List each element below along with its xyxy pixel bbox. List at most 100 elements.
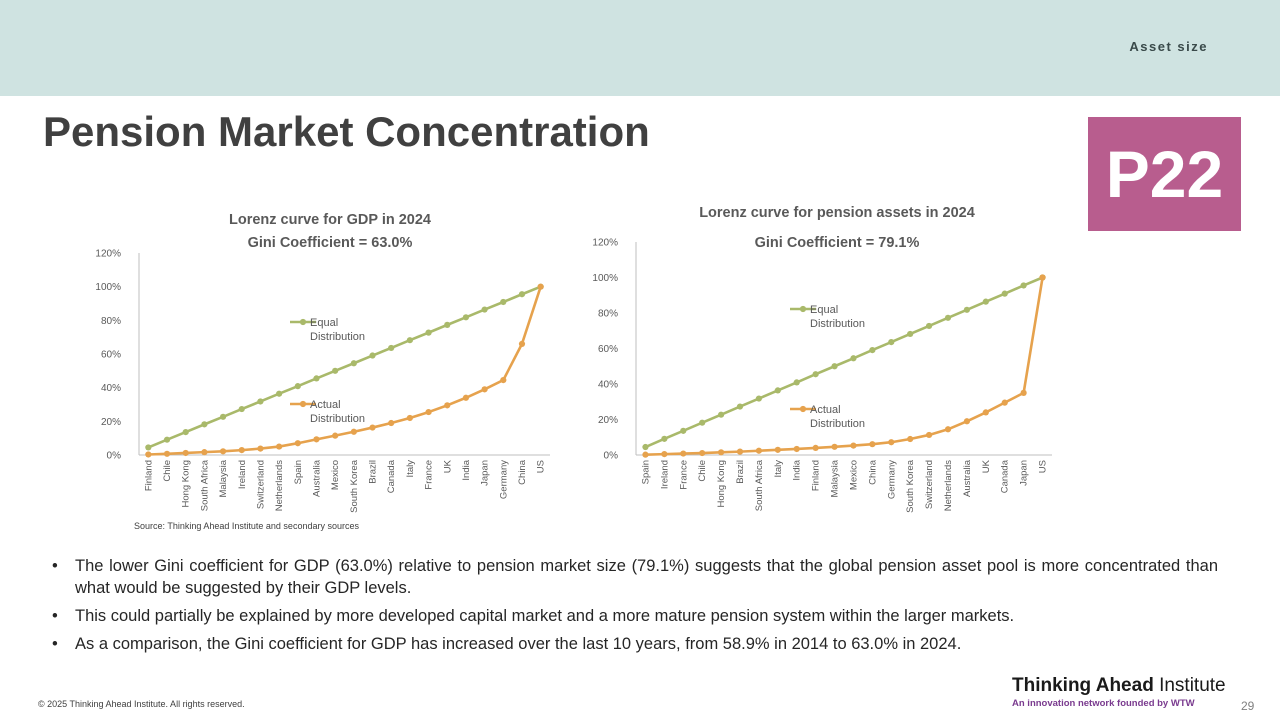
data-point xyxy=(481,386,488,393)
data-point xyxy=(907,330,914,338)
data-point xyxy=(444,321,451,328)
x-category-label: South Korea xyxy=(349,459,360,513)
data-point xyxy=(1001,290,1008,297)
page-title: Pension Market Concentration xyxy=(43,108,650,155)
x-category-label: China xyxy=(867,459,878,485)
y-tick-label: 80% xyxy=(101,316,121,327)
legend-label: Distribution xyxy=(810,418,865,430)
data-point xyxy=(1020,282,1027,289)
data-point xyxy=(1001,399,1008,406)
data-point xyxy=(680,427,687,434)
logo-regular-text: Institute xyxy=(1153,675,1226,696)
data-point xyxy=(369,424,376,431)
data-point xyxy=(350,428,357,435)
x-category-label: South Korea xyxy=(905,459,916,513)
data-point xyxy=(257,398,264,405)
data-point xyxy=(313,436,320,443)
x-category-label: Netherlands xyxy=(943,460,954,511)
data-point xyxy=(736,448,744,455)
x-category-label: Brazil xyxy=(735,460,746,484)
legend-swatch-marker xyxy=(799,305,807,313)
institute-logo: Thinking Ahead Institute An innovation n… xyxy=(1012,675,1226,709)
data-point xyxy=(182,449,189,457)
data-point xyxy=(500,298,507,306)
data-point xyxy=(238,405,245,413)
x-category-label: Brazil xyxy=(368,460,379,484)
data-point xyxy=(869,346,876,354)
data-point xyxy=(850,355,857,362)
data-point xyxy=(699,419,706,426)
data-point xyxy=(444,402,451,409)
data-point xyxy=(661,451,668,458)
data-point xyxy=(717,411,725,418)
data-point xyxy=(537,283,544,290)
bullet-text: This could partially be explained by mor… xyxy=(75,607,1015,625)
data-point xyxy=(350,360,357,367)
y-tick-label: 120% xyxy=(592,238,618,249)
x-category-label: Chile xyxy=(162,460,173,482)
x-category-label: Malaysia xyxy=(218,459,229,497)
data-point xyxy=(462,314,470,321)
data-point xyxy=(642,443,649,451)
legend-label: Distribution xyxy=(310,331,365,343)
x-category-label: Mexico xyxy=(330,460,341,490)
data-point xyxy=(276,390,283,397)
chart-source-note: Source: Thinking Ahead Institute and sec… xyxy=(134,521,359,531)
data-point xyxy=(982,409,989,416)
y-tick-label: 40% xyxy=(598,380,618,391)
x-category-label: UK xyxy=(442,459,453,473)
legend-swatch-marker xyxy=(799,405,807,413)
x-category-label: Australia xyxy=(962,459,973,497)
y-tick-label: 40% xyxy=(101,383,121,394)
x-category-label: Mexico xyxy=(848,460,859,490)
data-point xyxy=(642,451,649,458)
x-category-label: Chile xyxy=(697,460,708,482)
data-point xyxy=(462,394,470,401)
data-point xyxy=(145,451,152,458)
legend-label: Equal xyxy=(310,317,338,329)
x-category-label: US xyxy=(1038,460,1049,473)
data-point xyxy=(163,436,171,443)
data-point xyxy=(888,339,895,346)
data-point xyxy=(257,445,264,452)
data-point xyxy=(182,429,189,436)
data-point xyxy=(774,446,781,453)
bullet-text: The lower Gini coefficient for GDP (63.0… xyxy=(75,557,1218,597)
x-category-label: France xyxy=(424,460,435,490)
x-category-label: Hong Kong xyxy=(181,460,192,508)
bullet-item: • This could partially be explained by mo… xyxy=(48,605,1218,627)
page-code-badge: P22 xyxy=(1088,117,1241,231)
data-point xyxy=(661,435,668,442)
x-category-label: Japan xyxy=(480,460,491,486)
legend-label: Equal xyxy=(810,304,838,316)
data-point xyxy=(944,314,952,321)
x-category-label: Netherlands xyxy=(274,460,285,511)
logo-wordmark: Thinking Ahead Institute xyxy=(1012,675,1226,697)
x-category-label: South Africa xyxy=(199,459,210,511)
bullet-marker: • xyxy=(52,557,58,575)
bullet-marker: • xyxy=(52,635,58,653)
x-category-label: Australia xyxy=(311,459,322,497)
chart-subtitle: Gini Coefficient = 79.1% xyxy=(755,235,920,251)
data-point xyxy=(982,298,989,305)
data-point xyxy=(944,426,952,433)
data-point xyxy=(925,431,933,439)
legend-label: Actual xyxy=(310,399,341,411)
data-point xyxy=(276,443,283,450)
x-category-label: South Africa xyxy=(754,459,765,511)
y-tick-label: 60% xyxy=(101,350,121,361)
x-category-label: Switzerland xyxy=(255,460,266,509)
data-point xyxy=(812,371,819,378)
x-category-label: Canada xyxy=(1000,459,1011,493)
series-line xyxy=(147,285,542,449)
data-point xyxy=(755,395,763,402)
data-point xyxy=(888,439,895,446)
logo-bold-text: Thinking Ahead xyxy=(1012,675,1154,696)
bullet-marker: • xyxy=(52,607,58,625)
x-category-label: Finland xyxy=(143,460,154,491)
data-point xyxy=(425,408,432,416)
chart-subtitle: Gini Coefficient = 63.0% xyxy=(248,235,413,251)
section-label: Asset size xyxy=(1129,39,1208,54)
y-tick-label: 120% xyxy=(95,249,121,260)
x-category-label: Ireland xyxy=(659,460,670,489)
